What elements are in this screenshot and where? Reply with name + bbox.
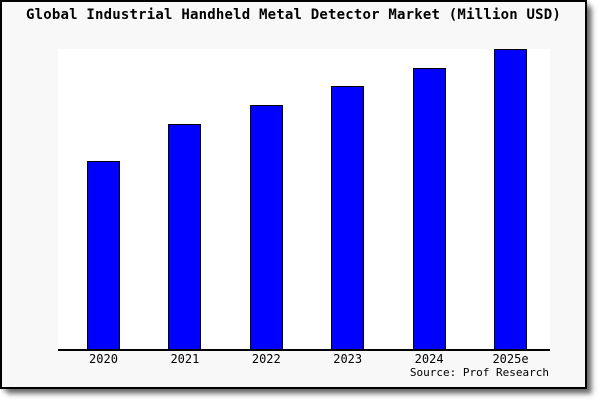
x-axis-line <box>58 349 550 351</box>
x-axis-label-2023: 2023 <box>333 352 363 366</box>
source-credit: Source: Prof Research <box>409 366 549 379</box>
bar-2024 <box>412 68 446 349</box>
bar-2021 <box>168 124 202 349</box>
bar-2020 <box>87 161 120 349</box>
x-axis-label-2020: 2020 <box>89 352 118 366</box>
chart-title: Global Industrial Handheld Metal Detecto… <box>26 7 561 23</box>
chart-card: Global Industrial Handheld Metal Detecto… <box>0 0 587 389</box>
x-axis-label-2022: 2022 <box>251 352 281 366</box>
plot-area <box>58 49 550 351</box>
bar-2023 <box>331 86 365 349</box>
x-axis-label-2021: 2021 <box>170 352 200 366</box>
x-axis-label-2025e: 2025e <box>492 352 529 366</box>
x-axis-label-2024: 2024 <box>414 352 444 366</box>
bar-2022 <box>249 105 283 349</box>
bar-2025e <box>494 49 527 349</box>
